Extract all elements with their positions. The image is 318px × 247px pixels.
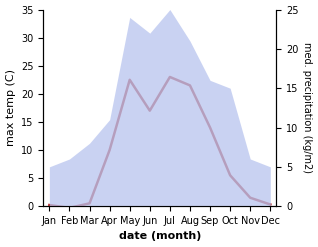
Y-axis label: med. precipitation (kg/m2): med. precipitation (kg/m2) bbox=[302, 42, 313, 173]
X-axis label: date (month): date (month) bbox=[119, 231, 201, 242]
Y-axis label: max temp (C): max temp (C) bbox=[5, 69, 16, 146]
